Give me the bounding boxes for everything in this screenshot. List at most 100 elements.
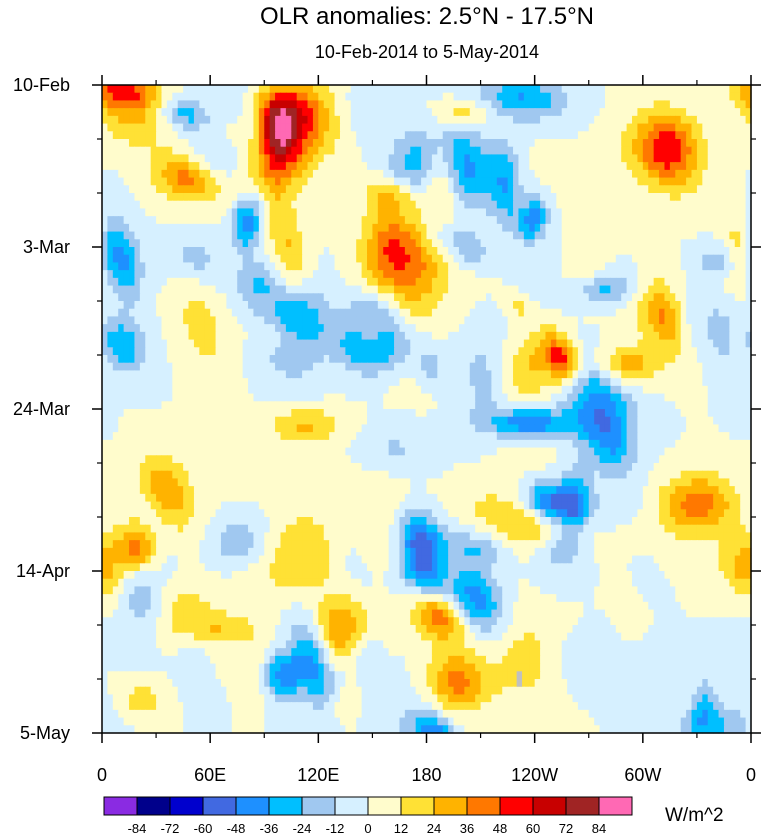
heatmap-cell [329,108,336,117]
heatmap-cell [129,316,136,325]
heatmap-cell [502,131,509,140]
heatmap-cell [139,131,146,140]
heatmap-cell [556,115,563,125]
heatmap-cell [220,301,227,310]
heatmap-cell [496,301,503,310]
heatmap-cell [723,193,730,202]
heatmap-cell [659,331,666,341]
heatmap-cell [453,277,460,287]
heatmap-cell [210,231,217,240]
heatmap-cell [594,85,601,94]
heatmap-cell [107,92,114,102]
heatmap-cell [556,169,563,179]
heatmap-cell [502,185,509,194]
heatmap-cell [199,262,206,271]
heatmap-cell [518,285,525,294]
heatmap-cell [615,339,622,348]
heatmap-cell [134,339,141,348]
heatmap-cell [442,247,449,256]
heatmap-cell [215,308,222,318]
heatmap-cell [594,316,601,325]
heatmap-cell [307,154,314,163]
heatmap-cell [567,154,574,163]
heatmap-cell [302,393,309,402]
heatmap-cell [431,223,438,233]
heatmap-cell [632,139,639,148]
heatmap-cell [215,146,222,156]
heatmap-cell [583,254,590,264]
heatmap-cell [361,154,368,163]
heatmap-cell [112,347,119,356]
heatmap-cell [448,154,455,163]
heatmap-cell [394,277,401,287]
heatmap-cell [550,115,557,125]
heatmap-cell [621,254,628,264]
heatmap-cell [258,370,265,379]
heatmap-cell [177,208,184,217]
heatmap-cell [485,231,492,240]
heatmap-cell [123,123,130,132]
heatmap-cell [410,316,417,325]
heatmap-cell [702,262,709,271]
heatmap-cell [540,362,547,372]
heatmap-cell [129,169,136,179]
heatmap-cell [604,331,611,341]
heatmap-cell [166,401,173,410]
heatmap-cell [599,123,606,132]
heatmap-cell [210,208,217,217]
heatmap-cell [415,277,422,287]
heatmap-cell [248,393,255,402]
heatmap-cell [485,254,492,264]
heatmap-cell [421,285,428,294]
heatmap-cell [118,370,125,379]
heatmap-cell [291,355,298,364]
heatmap-cell [540,185,547,194]
heatmap-cell [193,247,200,256]
heatmap-cell [377,362,384,372]
heatmap-cell [118,331,125,341]
heatmap-cell [404,316,411,325]
heatmap-cell [567,146,574,156]
heatmap-cell [637,277,644,287]
heatmap-cell [469,355,476,364]
heatmap-cell [464,185,471,194]
heatmap-cell [556,223,563,233]
heatmap-cell [496,85,503,94]
heatmap-cell [112,231,119,240]
heatmap-cell [626,347,633,356]
heatmap-cell [480,370,487,379]
heatmap-cell [426,223,433,233]
heatmap-cell [653,177,660,186]
heatmap-cell [139,355,146,364]
heatmap-cell [183,139,190,148]
heatmap-cell [334,277,341,287]
heatmap-cell [431,108,438,117]
heatmap-cell [383,231,390,240]
heatmap-cell [491,339,498,348]
heatmap-cell [615,355,622,364]
heatmap-cell [258,393,265,402]
heatmap-cell [248,131,255,140]
heatmap-cell [399,301,406,310]
heatmap-cell [339,193,346,202]
heatmap-cell [345,169,352,179]
heatmap-cell [718,231,725,240]
heatmap-cell [302,339,309,348]
heatmap-cell [653,254,660,264]
heatmap-cell [523,216,530,225]
heatmap-cell [139,216,146,225]
heatmap-cell [437,262,444,271]
heatmap-cell [729,154,736,163]
heatmap-cell [307,393,314,402]
heatmap-cell [226,370,233,379]
heatmap-cell [513,85,520,94]
heatmap-cell [248,185,255,194]
heatmap-cell [204,254,211,264]
heatmap-cell [177,339,184,348]
heatmap-cell [312,200,319,210]
heatmap-cell [448,123,455,132]
heatmap-cell [302,262,309,271]
heatmap-cell [242,154,249,163]
heatmap-cell [702,285,709,294]
heatmap-cell [426,339,433,348]
